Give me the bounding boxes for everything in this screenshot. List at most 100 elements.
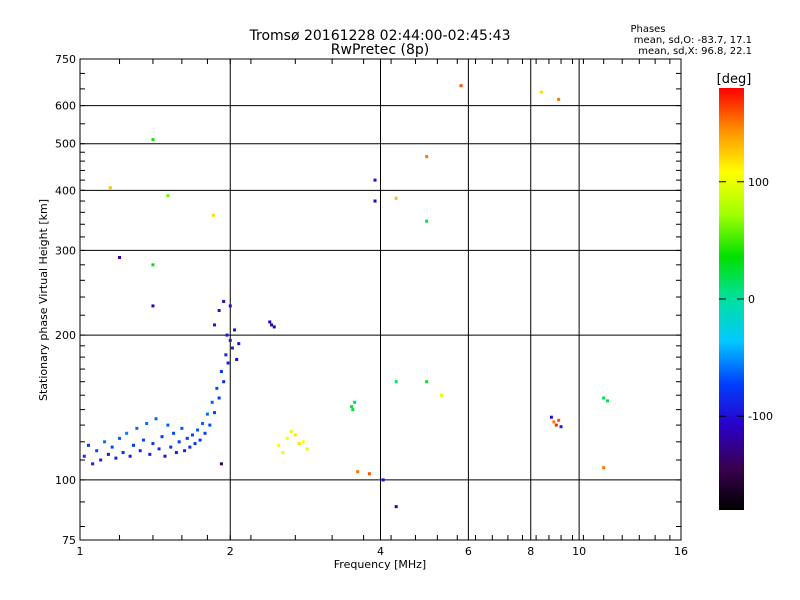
data-point <box>394 196 398 200</box>
data-point <box>237 342 241 346</box>
data-point <box>289 430 293 434</box>
chart-subtitle: RwPretec (8p) <box>331 42 429 58</box>
y-tick-label: 600 <box>55 100 76 113</box>
data-point <box>174 451 178 455</box>
data-point <box>268 320 272 324</box>
data-point <box>82 454 86 458</box>
data-point <box>183 449 187 453</box>
chart-title: Tromsø 20161228 02:44:00-02:45:43 <box>249 28 511 44</box>
data-point <box>141 438 145 442</box>
data-point <box>160 435 164 439</box>
data-point <box>91 462 95 466</box>
x-tick-label: 1 <box>77 545 84 558</box>
data-point <box>222 380 226 384</box>
data-point <box>157 447 161 451</box>
data-point <box>95 449 99 453</box>
data-point <box>233 328 237 332</box>
y-tick-label: 400 <box>55 184 76 197</box>
y-tick-label: 200 <box>55 329 76 342</box>
y-tick-label: 100 <box>55 474 76 487</box>
data-point <box>373 178 377 182</box>
data-point <box>180 426 184 430</box>
data-point <box>394 380 398 384</box>
data-point <box>196 428 200 432</box>
data-point <box>151 263 155 267</box>
data-point <box>554 423 558 427</box>
data-point <box>225 333 229 337</box>
data-point <box>110 445 114 449</box>
data-point <box>148 452 152 456</box>
x-axis-label: Frequency [MHz] <box>334 558 426 571</box>
data-point <box>213 323 217 327</box>
data-point <box>145 421 149 425</box>
data-point <box>440 393 444 397</box>
data-point <box>235 357 239 361</box>
data-point <box>138 449 142 453</box>
colorbar-tick-label: 0 <box>748 293 755 306</box>
data-point <box>203 431 207 435</box>
data-point <box>190 433 194 437</box>
data-point <box>230 346 234 350</box>
data-point <box>132 443 136 447</box>
data-point <box>301 440 305 444</box>
data-point <box>351 408 355 412</box>
y-tick-label: 75 <box>62 534 76 547</box>
data-point <box>215 386 219 390</box>
x-tick-label: 4 <box>377 545 384 558</box>
data-point <box>201 421 205 425</box>
phases-label: Phases <box>630 24 665 35</box>
data-point <box>602 396 606 400</box>
data-point <box>188 445 192 449</box>
data-point <box>106 452 110 456</box>
data-point <box>151 138 155 142</box>
y-tick-label: 750 <box>55 53 76 66</box>
data-point <box>381 478 385 482</box>
data-point <box>285 436 289 440</box>
data-point <box>118 255 122 259</box>
x-tick-label: 6 <box>465 545 472 558</box>
data-point <box>114 456 118 460</box>
data-point <box>559 425 563 429</box>
data-point <box>277 443 281 447</box>
colorbar-tick-label: 100 <box>748 176 769 189</box>
data-point <box>219 370 223 374</box>
data-point <box>121 451 125 455</box>
data-point <box>213 411 217 415</box>
data-point <box>108 186 112 190</box>
axis-ticks <box>80 59 681 540</box>
data-point <box>224 353 228 357</box>
colorbar-tick-label: -100 <box>748 410 773 423</box>
data-point <box>367 472 371 476</box>
data-point <box>219 462 223 466</box>
data-point <box>549 415 553 419</box>
data-point <box>305 447 309 451</box>
data-point <box>425 219 429 223</box>
x-tick-label: 16 <box>674 545 688 558</box>
data-points <box>82 84 610 509</box>
data-point <box>211 213 215 217</box>
data-point <box>193 442 197 446</box>
data-point <box>151 442 155 446</box>
data-point <box>128 454 132 458</box>
data-point <box>217 396 221 400</box>
data-point <box>226 361 230 365</box>
y-tick-label: 300 <box>55 244 76 257</box>
data-point <box>539 90 543 94</box>
data-point <box>557 97 561 101</box>
data-point <box>208 423 212 427</box>
data-point <box>270 323 274 327</box>
data-point <box>166 423 170 427</box>
colorbar-ticks: 100 0 -100 <box>719 176 773 423</box>
data-point <box>272 325 276 329</box>
y-tick-label: 500 <box>55 138 76 151</box>
data-point <box>151 304 155 308</box>
data-point <box>373 199 377 203</box>
data-point <box>459 84 463 88</box>
data-point <box>228 338 232 342</box>
data-point <box>210 400 214 404</box>
x-tick-label: 8 <box>527 545 534 558</box>
data-point <box>205 412 209 416</box>
data-point <box>552 420 556 424</box>
data-point <box>222 299 226 303</box>
data-point <box>99 458 103 462</box>
